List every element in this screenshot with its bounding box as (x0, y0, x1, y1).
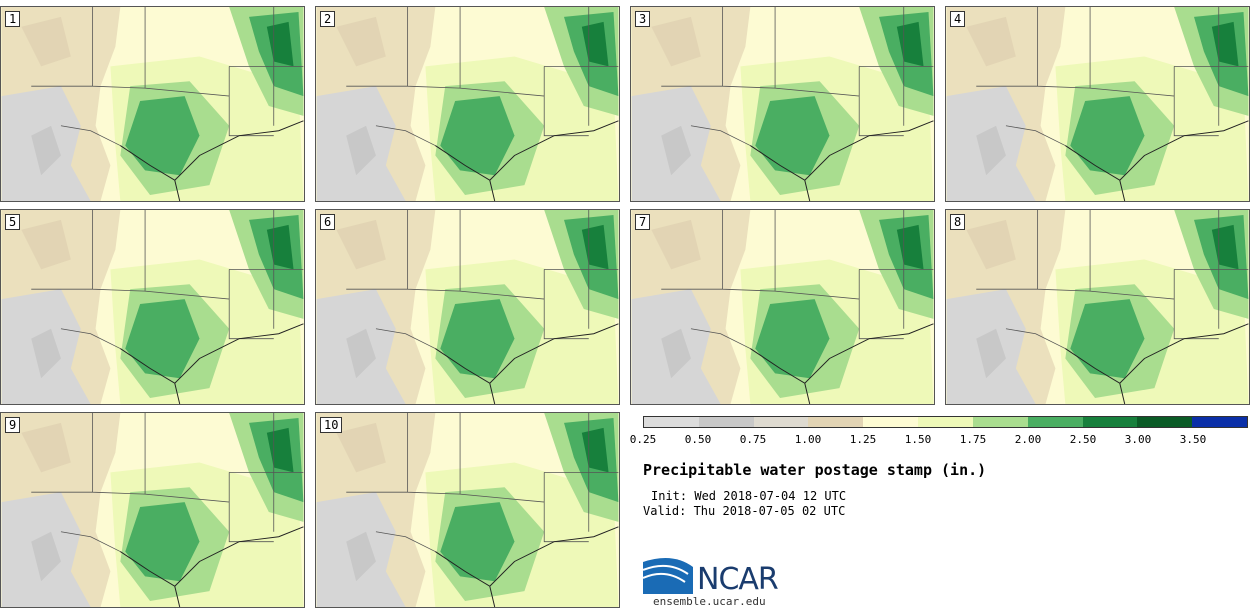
stamp-panel-1: 1 (0, 6, 305, 202)
colorbar-swatch-9 (1137, 417, 1193, 427)
panel-label: 1 (5, 11, 21, 27)
panel-label: 8 (950, 214, 966, 230)
stamp-panel-9: 9 (0, 412, 305, 608)
logo-text: NCAR (697, 562, 779, 597)
ncar-logo-icon (643, 558, 693, 594)
panel-label: 5 (5, 214, 21, 230)
chart-title: Precipitable water postage stamp (in.) (643, 461, 987, 479)
colorbar-swatch-8 (1082, 417, 1138, 427)
map-8 (946, 210, 1249, 404)
colorbar-swatch-1 (698, 417, 754, 427)
panel-label: 6 (320, 214, 336, 230)
colorbar (643, 416, 1248, 428)
colorbar-tick-label: 0.75 (739, 433, 767, 446)
map-4 (946, 7, 1249, 201)
colorbar-tick-label: 2.50 (1069, 433, 1097, 446)
colorbar-tick-label: 3.50 (1179, 433, 1207, 446)
panel-label: 10 (320, 417, 343, 433)
colorbar-tick-label: 1.75 (959, 433, 987, 446)
colorbar-tick-label: 1.00 (794, 433, 822, 446)
colorbar-tick-label: 1.50 (904, 433, 932, 446)
stamp-panel-5: 5 (0, 209, 305, 405)
init-time: Init: Wed 2018-07-04 12 UTC (651, 489, 847, 503)
colorbar-tick-label: 1.25 (849, 433, 877, 446)
map-9 (1, 413, 304, 607)
colorbar-swatch-4 (863, 417, 919, 427)
map-3 (631, 7, 934, 201)
stamp-panel-6: 6 (315, 209, 620, 405)
stamp-panel-3: 3 (630, 6, 935, 202)
colorbar-swatch-10 (1192, 417, 1247, 427)
stamp-panel-10: 10 (315, 412, 620, 608)
map-7 (631, 210, 934, 404)
stamp-panel-4: 4 (945, 6, 1250, 202)
colorbar-swatch-5 (918, 417, 973, 427)
colorbar-tick-label: 3.00 (1124, 433, 1152, 446)
panel-label: 7 (635, 214, 651, 230)
valid-time: Valid: Thu 2018-07-05 02 UTC (643, 504, 846, 518)
colorbar-swatch-7 (1027, 417, 1083, 427)
panel-label: 9 (5, 417, 21, 433)
map-5 (1, 210, 304, 404)
colorbar-tick-label: 0.25 (629, 433, 657, 446)
map-2 (316, 7, 619, 201)
site-url: ensemble.ucar.edu (653, 595, 766, 608)
colorbar-tick-label: 2.00 (1014, 433, 1042, 446)
colorbar-swatch-2 (753, 417, 809, 427)
stamp-panel-7: 7 (630, 209, 935, 405)
colorbar-swatch-0 (644, 417, 699, 427)
map-1 (1, 7, 304, 201)
map-10 (316, 413, 619, 607)
panel-label: 3 (635, 11, 651, 27)
panel-label: 2 (320, 11, 336, 27)
stamp-panel-2: 2 (315, 6, 620, 202)
colorbar-tick-label: 0.50 (684, 433, 712, 446)
stamp-panel-8: 8 (945, 209, 1250, 405)
map-6 (316, 210, 619, 404)
colorbar-swatch-6 (972, 417, 1028, 427)
colorbar-swatch-3 (808, 417, 864, 427)
panel-label: 4 (950, 11, 966, 27)
